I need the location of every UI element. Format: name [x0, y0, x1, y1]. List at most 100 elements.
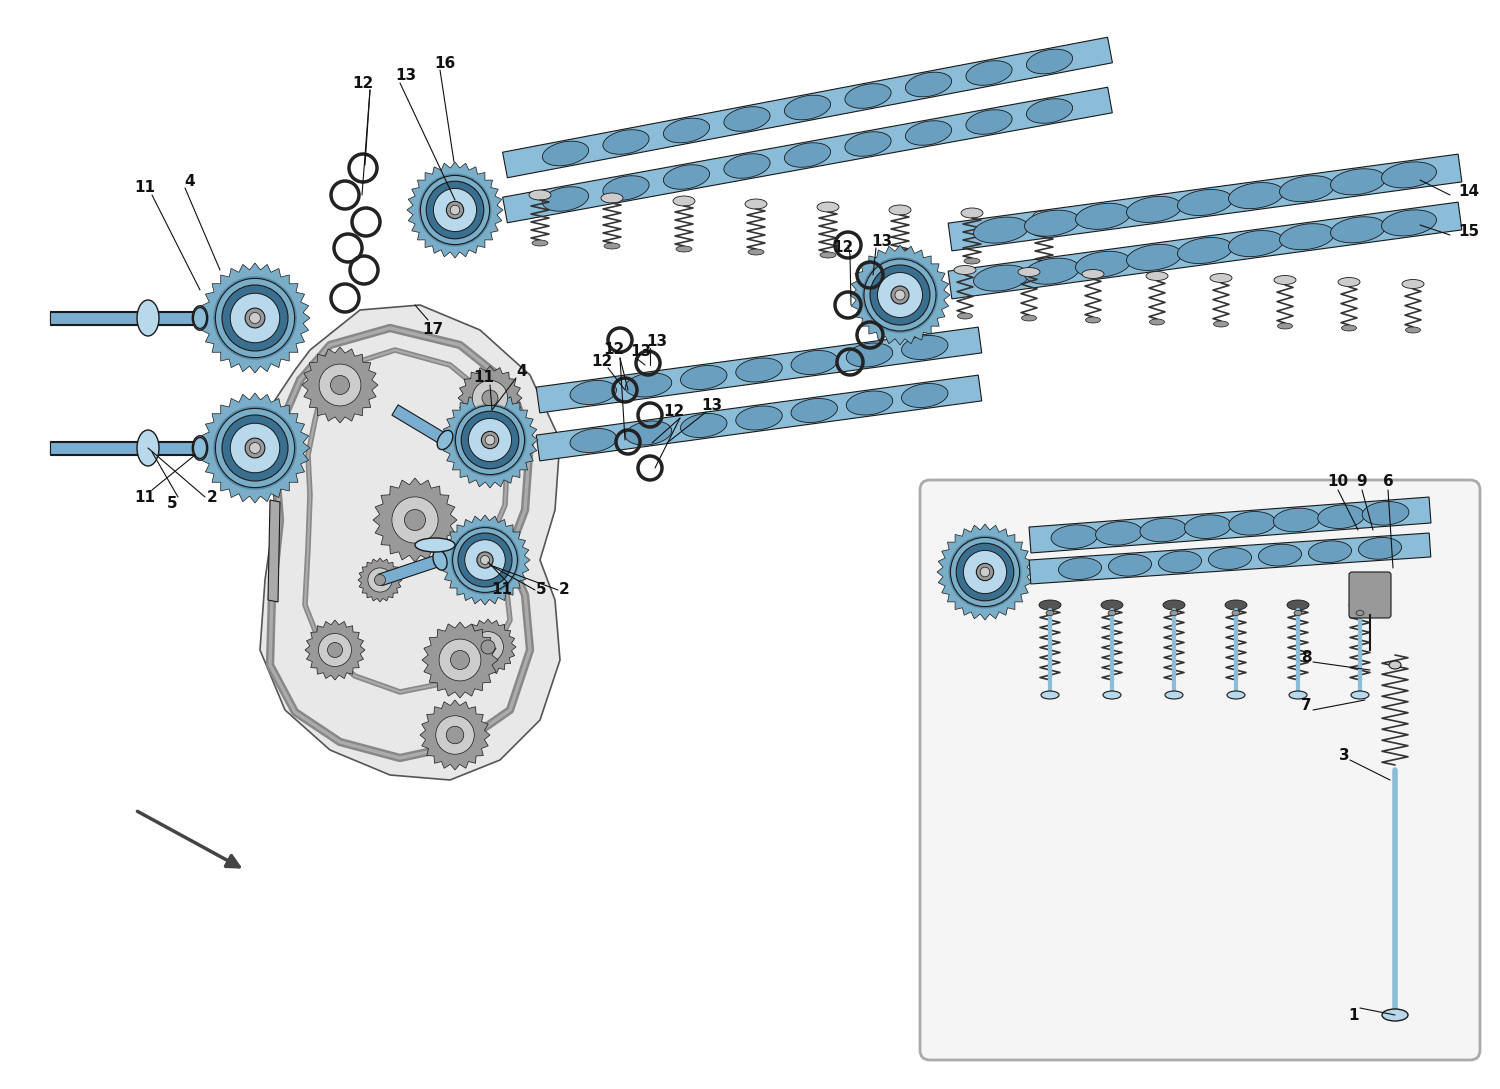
Polygon shape — [468, 526, 502, 560]
Polygon shape — [213, 318, 255, 354]
Ellipse shape — [964, 258, 980, 264]
Ellipse shape — [1348, 600, 1371, 610]
Ellipse shape — [1406, 327, 1420, 333]
Circle shape — [951, 538, 1020, 607]
Polygon shape — [213, 413, 255, 448]
Circle shape — [330, 376, 350, 394]
Circle shape — [440, 639, 482, 681]
Ellipse shape — [1258, 544, 1302, 566]
Ellipse shape — [1101, 600, 1124, 610]
Text: 6: 6 — [1383, 475, 1394, 489]
Circle shape — [244, 438, 266, 457]
Circle shape — [249, 313, 261, 323]
Polygon shape — [419, 179, 454, 210]
Polygon shape — [452, 560, 484, 589]
Circle shape — [368, 567, 392, 592]
Ellipse shape — [966, 61, 1012, 85]
Polygon shape — [50, 441, 200, 455]
Circle shape — [864, 259, 936, 331]
Circle shape — [456, 405, 525, 475]
Text: 12: 12 — [352, 75, 374, 90]
Polygon shape — [302, 347, 378, 423]
Polygon shape — [950, 541, 986, 572]
Circle shape — [453, 527, 518, 592]
Polygon shape — [454, 179, 490, 210]
Text: 1: 1 — [1348, 1007, 1359, 1023]
Polygon shape — [452, 530, 484, 560]
Ellipse shape — [1274, 509, 1320, 531]
Text: 4: 4 — [184, 174, 195, 189]
Ellipse shape — [821, 252, 836, 258]
Ellipse shape — [1082, 269, 1104, 279]
Polygon shape — [986, 541, 1022, 572]
Ellipse shape — [1178, 237, 1233, 264]
Polygon shape — [234, 277, 276, 318]
Polygon shape — [472, 404, 508, 440]
Ellipse shape — [902, 335, 948, 359]
Ellipse shape — [663, 164, 710, 189]
Ellipse shape — [1185, 515, 1231, 538]
Ellipse shape — [1076, 252, 1131, 278]
Polygon shape — [537, 327, 981, 413]
Text: 11: 11 — [135, 489, 156, 504]
FancyBboxPatch shape — [920, 480, 1480, 1060]
Ellipse shape — [1022, 315, 1036, 321]
Ellipse shape — [790, 351, 837, 375]
Ellipse shape — [1382, 210, 1437, 236]
Text: 11: 11 — [135, 181, 156, 196]
Ellipse shape — [1046, 611, 1054, 615]
Polygon shape — [374, 478, 458, 562]
Circle shape — [472, 632, 504, 662]
Ellipse shape — [192, 436, 207, 461]
Ellipse shape — [1274, 276, 1296, 284]
Ellipse shape — [433, 550, 447, 571]
Ellipse shape — [681, 414, 728, 438]
Circle shape — [216, 408, 294, 488]
Text: 5: 5 — [536, 583, 546, 598]
Circle shape — [320, 364, 362, 406]
Polygon shape — [200, 393, 310, 503]
Ellipse shape — [748, 249, 764, 255]
Ellipse shape — [1026, 49, 1072, 74]
Ellipse shape — [570, 380, 616, 404]
Polygon shape — [50, 313, 200, 325]
Polygon shape — [454, 210, 490, 241]
Ellipse shape — [974, 217, 1029, 243]
Ellipse shape — [1140, 518, 1186, 542]
Polygon shape — [50, 442, 200, 454]
Polygon shape — [200, 264, 310, 374]
Polygon shape — [968, 572, 1004, 608]
Ellipse shape — [136, 299, 159, 337]
Text: 17: 17 — [423, 322, 444, 338]
Circle shape — [392, 497, 438, 543]
Ellipse shape — [1102, 692, 1120, 699]
Ellipse shape — [1330, 217, 1386, 243]
Circle shape — [231, 424, 279, 473]
Ellipse shape — [1126, 244, 1182, 270]
Polygon shape — [503, 87, 1113, 223]
Circle shape — [222, 285, 288, 351]
Ellipse shape — [724, 154, 770, 179]
Ellipse shape — [784, 143, 831, 168]
Text: 11: 11 — [492, 583, 513, 598]
Ellipse shape — [790, 399, 837, 423]
Circle shape — [216, 279, 294, 357]
Ellipse shape — [902, 383, 948, 407]
Circle shape — [447, 726, 464, 744]
Polygon shape — [862, 262, 900, 295]
Ellipse shape — [1052, 525, 1098, 549]
Circle shape — [249, 442, 261, 453]
Circle shape — [450, 650, 470, 670]
Circle shape — [465, 540, 506, 580]
Ellipse shape — [1126, 196, 1182, 222]
Ellipse shape — [1352, 692, 1370, 699]
Ellipse shape — [954, 266, 976, 274]
Polygon shape — [406, 162, 502, 258]
Polygon shape — [850, 245, 950, 345]
Circle shape — [482, 390, 498, 406]
Circle shape — [231, 293, 279, 343]
Ellipse shape — [436, 430, 453, 450]
Polygon shape — [442, 392, 538, 488]
Polygon shape — [968, 536, 1004, 572]
Ellipse shape — [1059, 558, 1101, 579]
